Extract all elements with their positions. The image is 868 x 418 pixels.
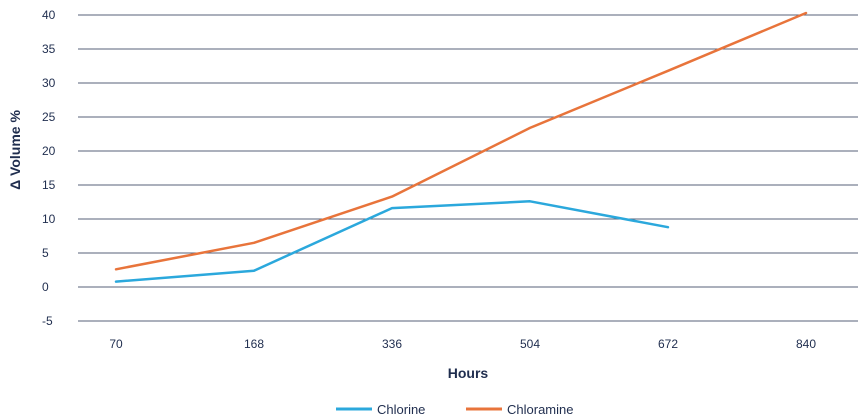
y-tick-label: 10 [42, 212, 56, 226]
series-line-chloramine [114, 11, 808, 271]
legend: Chlorine Chloramine [336, 402, 573, 417]
series-line-chlorine [114, 200, 670, 283]
y-tick-label: 5 [42, 246, 49, 260]
y-tick-label: 25 [42, 110, 56, 124]
y-tick-label: 30 [42, 76, 56, 90]
legend-label-chlorine: Chlorine [377, 402, 425, 417]
gridlines [78, 14, 858, 322]
x-tick-label: 168 [244, 337, 264, 351]
x-tick-labels: 70 168 336 504 672 840 [109, 337, 816, 351]
y-tick-label: 35 [42, 42, 56, 56]
x-axis-title: Hours [448, 365, 489, 381]
series-lines [114, 11, 808, 283]
y-tick-label: 0 [42, 280, 49, 294]
y-tick-labels: -5 0 5 10 15 20 25 30 35 40 [42, 8, 56, 328]
x-tick-label: 70 [109, 337, 123, 351]
y-tick-label: 15 [42, 178, 56, 192]
x-tick-label: 840 [796, 337, 816, 351]
x-tick-label: 336 [382, 337, 402, 351]
y-axis-title: Δ Volume % [7, 110, 23, 190]
x-tick-label: 504 [520, 337, 540, 351]
y-tick-label: -5 [42, 314, 53, 328]
y-tick-label: 40 [42, 8, 56, 22]
y-tick-label: 20 [42, 144, 56, 158]
legend-label-chloramine: Chloramine [507, 402, 573, 417]
x-tick-label: 672 [658, 337, 678, 351]
